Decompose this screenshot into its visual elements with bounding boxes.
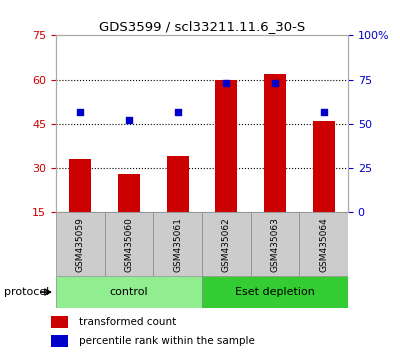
Text: GSM435063: GSM435063 [270, 217, 280, 272]
Text: GSM435060: GSM435060 [124, 217, 134, 272]
Bar [56, 212, 105, 276]
Bar [202, 276, 348, 308]
Bar [118, 174, 140, 212]
Point [126, 118, 132, 123]
Text: transformed count: transformed count [79, 317, 176, 327]
Text: GSM435061: GSM435061 [173, 217, 182, 272]
Text: GSM435064: GSM435064 [319, 217, 328, 272]
Bar [153, 212, 202, 276]
Text: GSM435059: GSM435059 [76, 217, 85, 272]
Bar [215, 80, 237, 212]
Bar [105, 212, 153, 276]
Bar [313, 121, 335, 212]
Text: protocol: protocol [4, 287, 49, 297]
Bar [202, 212, 251, 276]
Point [223, 80, 230, 86]
Bar [251, 212, 299, 276]
Bar [167, 156, 189, 212]
Text: Eset depletion: Eset depletion [235, 287, 315, 297]
Text: control: control [110, 287, 148, 297]
Bar [264, 74, 286, 212]
Bar [50, 335, 68, 347]
Text: GSM435062: GSM435062 [222, 217, 231, 272]
Bar [56, 276, 202, 308]
Point [77, 109, 84, 114]
Point [272, 80, 278, 86]
Point [320, 109, 327, 114]
Bar [299, 212, 348, 276]
Text: percentile rank within the sample: percentile rank within the sample [79, 336, 254, 346]
Bar [69, 159, 91, 212]
Bar [50, 316, 68, 328]
Point [174, 109, 181, 114]
Title: GDS3599 / scl33211.11.6_30-S: GDS3599 / scl33211.11.6_30-S [99, 20, 305, 33]
